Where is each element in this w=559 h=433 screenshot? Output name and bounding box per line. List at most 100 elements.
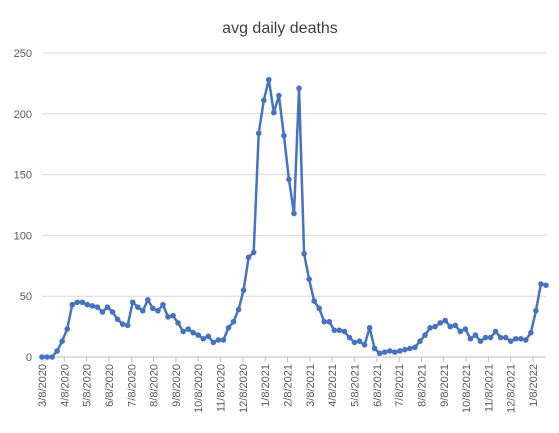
data-point (366, 325, 373, 331)
data-point (119, 321, 126, 327)
data-point (190, 329, 196, 336)
y-tick-labels: 0 50 100 150 200 250 (14, 48, 32, 364)
y-tick-label: 200 (14, 109, 32, 121)
data-point (502, 334, 509, 341)
x-tick-label: 3/8/2020 (37, 364, 49, 407)
chart-title: avg daily deaths (222, 20, 338, 37)
data-point (447, 323, 454, 330)
data-point (59, 338, 65, 344)
data-point (452, 322, 459, 329)
data-point (170, 312, 176, 319)
data-point (371, 345, 378, 352)
data-point (432, 323, 438, 330)
data-point (351, 339, 358, 346)
data-point (341, 328, 348, 335)
data-point (225, 325, 232, 331)
data-point (230, 318, 237, 325)
x-tick-label: 12/8/2020 (238, 364, 250, 413)
data-point (356, 338, 363, 344)
data-point (492, 328, 499, 335)
data-point (346, 334, 353, 341)
data-point (104, 304, 111, 310)
data-point (220, 337, 227, 343)
data-point (281, 132, 287, 139)
data-point (397, 348, 403, 354)
data-point (462, 326, 469, 332)
data-point (245, 254, 252, 261)
x-tick-label: 4/8/2020 (59, 364, 71, 407)
x-tick-label: 7/8/2021 (394, 364, 406, 407)
data-point (210, 339, 217, 346)
data-point (306, 276, 312, 282)
data-point (427, 325, 433, 331)
data-point (407, 345, 413, 352)
data-point (417, 338, 423, 344)
data-point (44, 354, 50, 360)
data-point (185, 326, 191, 332)
x-tick-label: 12/8/2021 (506, 364, 518, 413)
data-point (422, 332, 428, 338)
data-point (336, 327, 343, 334)
data-point (402, 346, 408, 353)
x-tick-label: 5/8/2021 (349, 364, 361, 407)
y-tick-label: 0 (26, 352, 32, 364)
data-point (331, 327, 338, 334)
data-point (109, 309, 116, 315)
data-point (180, 328, 186, 335)
data-point (99, 309, 106, 315)
x-tick-label: 5/8/2020 (82, 364, 94, 407)
x-tick-label: 1/8/2021 (260, 364, 272, 407)
data-point (200, 335, 207, 342)
data-point (326, 318, 333, 325)
data-point (79, 299, 86, 306)
data-point (376, 350, 383, 357)
data-point (523, 337, 529, 343)
data-point (240, 287, 247, 293)
data-point (507, 338, 514, 344)
data-point (266, 76, 272, 83)
data-point (386, 348, 393, 354)
y-tick-label: 50 (20, 291, 32, 303)
data-point (155, 307, 161, 314)
data-point (467, 335, 474, 342)
data-point (235, 306, 242, 313)
data-point (533, 307, 539, 314)
series-points-layer (39, 76, 549, 360)
x-tick-label: 10/8/2020 (193, 364, 205, 413)
data-point (215, 337, 222, 343)
data-point (250, 249, 257, 256)
y-tick-label: 100 (14, 230, 32, 242)
data-point (437, 320, 443, 326)
axes (41, 356, 546, 362)
x-tick-label: 2/8/2021 (283, 364, 295, 407)
x-tick-labels: 3/8/2020 4/8/2020 5/8/2020 6/8/2020 7/8/2020… (37, 364, 540, 413)
y-tick-label: 150 (14, 170, 32, 182)
data-point (74, 299, 81, 306)
data-point (195, 332, 202, 338)
data-point (291, 210, 297, 217)
data-point (84, 301, 91, 308)
x-tick-label: 11/8/2021 (483, 364, 495, 412)
data-point (301, 250, 307, 257)
data-point (321, 318, 328, 325)
data-point (472, 332, 479, 338)
x-tick-label: 7/8/2020 (126, 364, 138, 407)
data-point (134, 304, 141, 310)
data-point (477, 338, 484, 344)
data-point (175, 320, 181, 326)
data-point (538, 281, 544, 287)
x-tick-label: 1/8/2022 (528, 364, 540, 407)
data-point (89, 303, 96, 309)
y-tick-label: 250 (14, 48, 32, 60)
data-point (487, 334, 494, 341)
data-point (150, 305, 156, 312)
data-point (296, 85, 302, 92)
x-tick-label: 8/8/2021 (416, 364, 428, 407)
data-point (412, 344, 418, 351)
x-tick-label: 6/8/2020 (104, 364, 116, 407)
data-point (145, 297, 151, 303)
data-point (39, 354, 45, 360)
data-point (165, 314, 171, 320)
